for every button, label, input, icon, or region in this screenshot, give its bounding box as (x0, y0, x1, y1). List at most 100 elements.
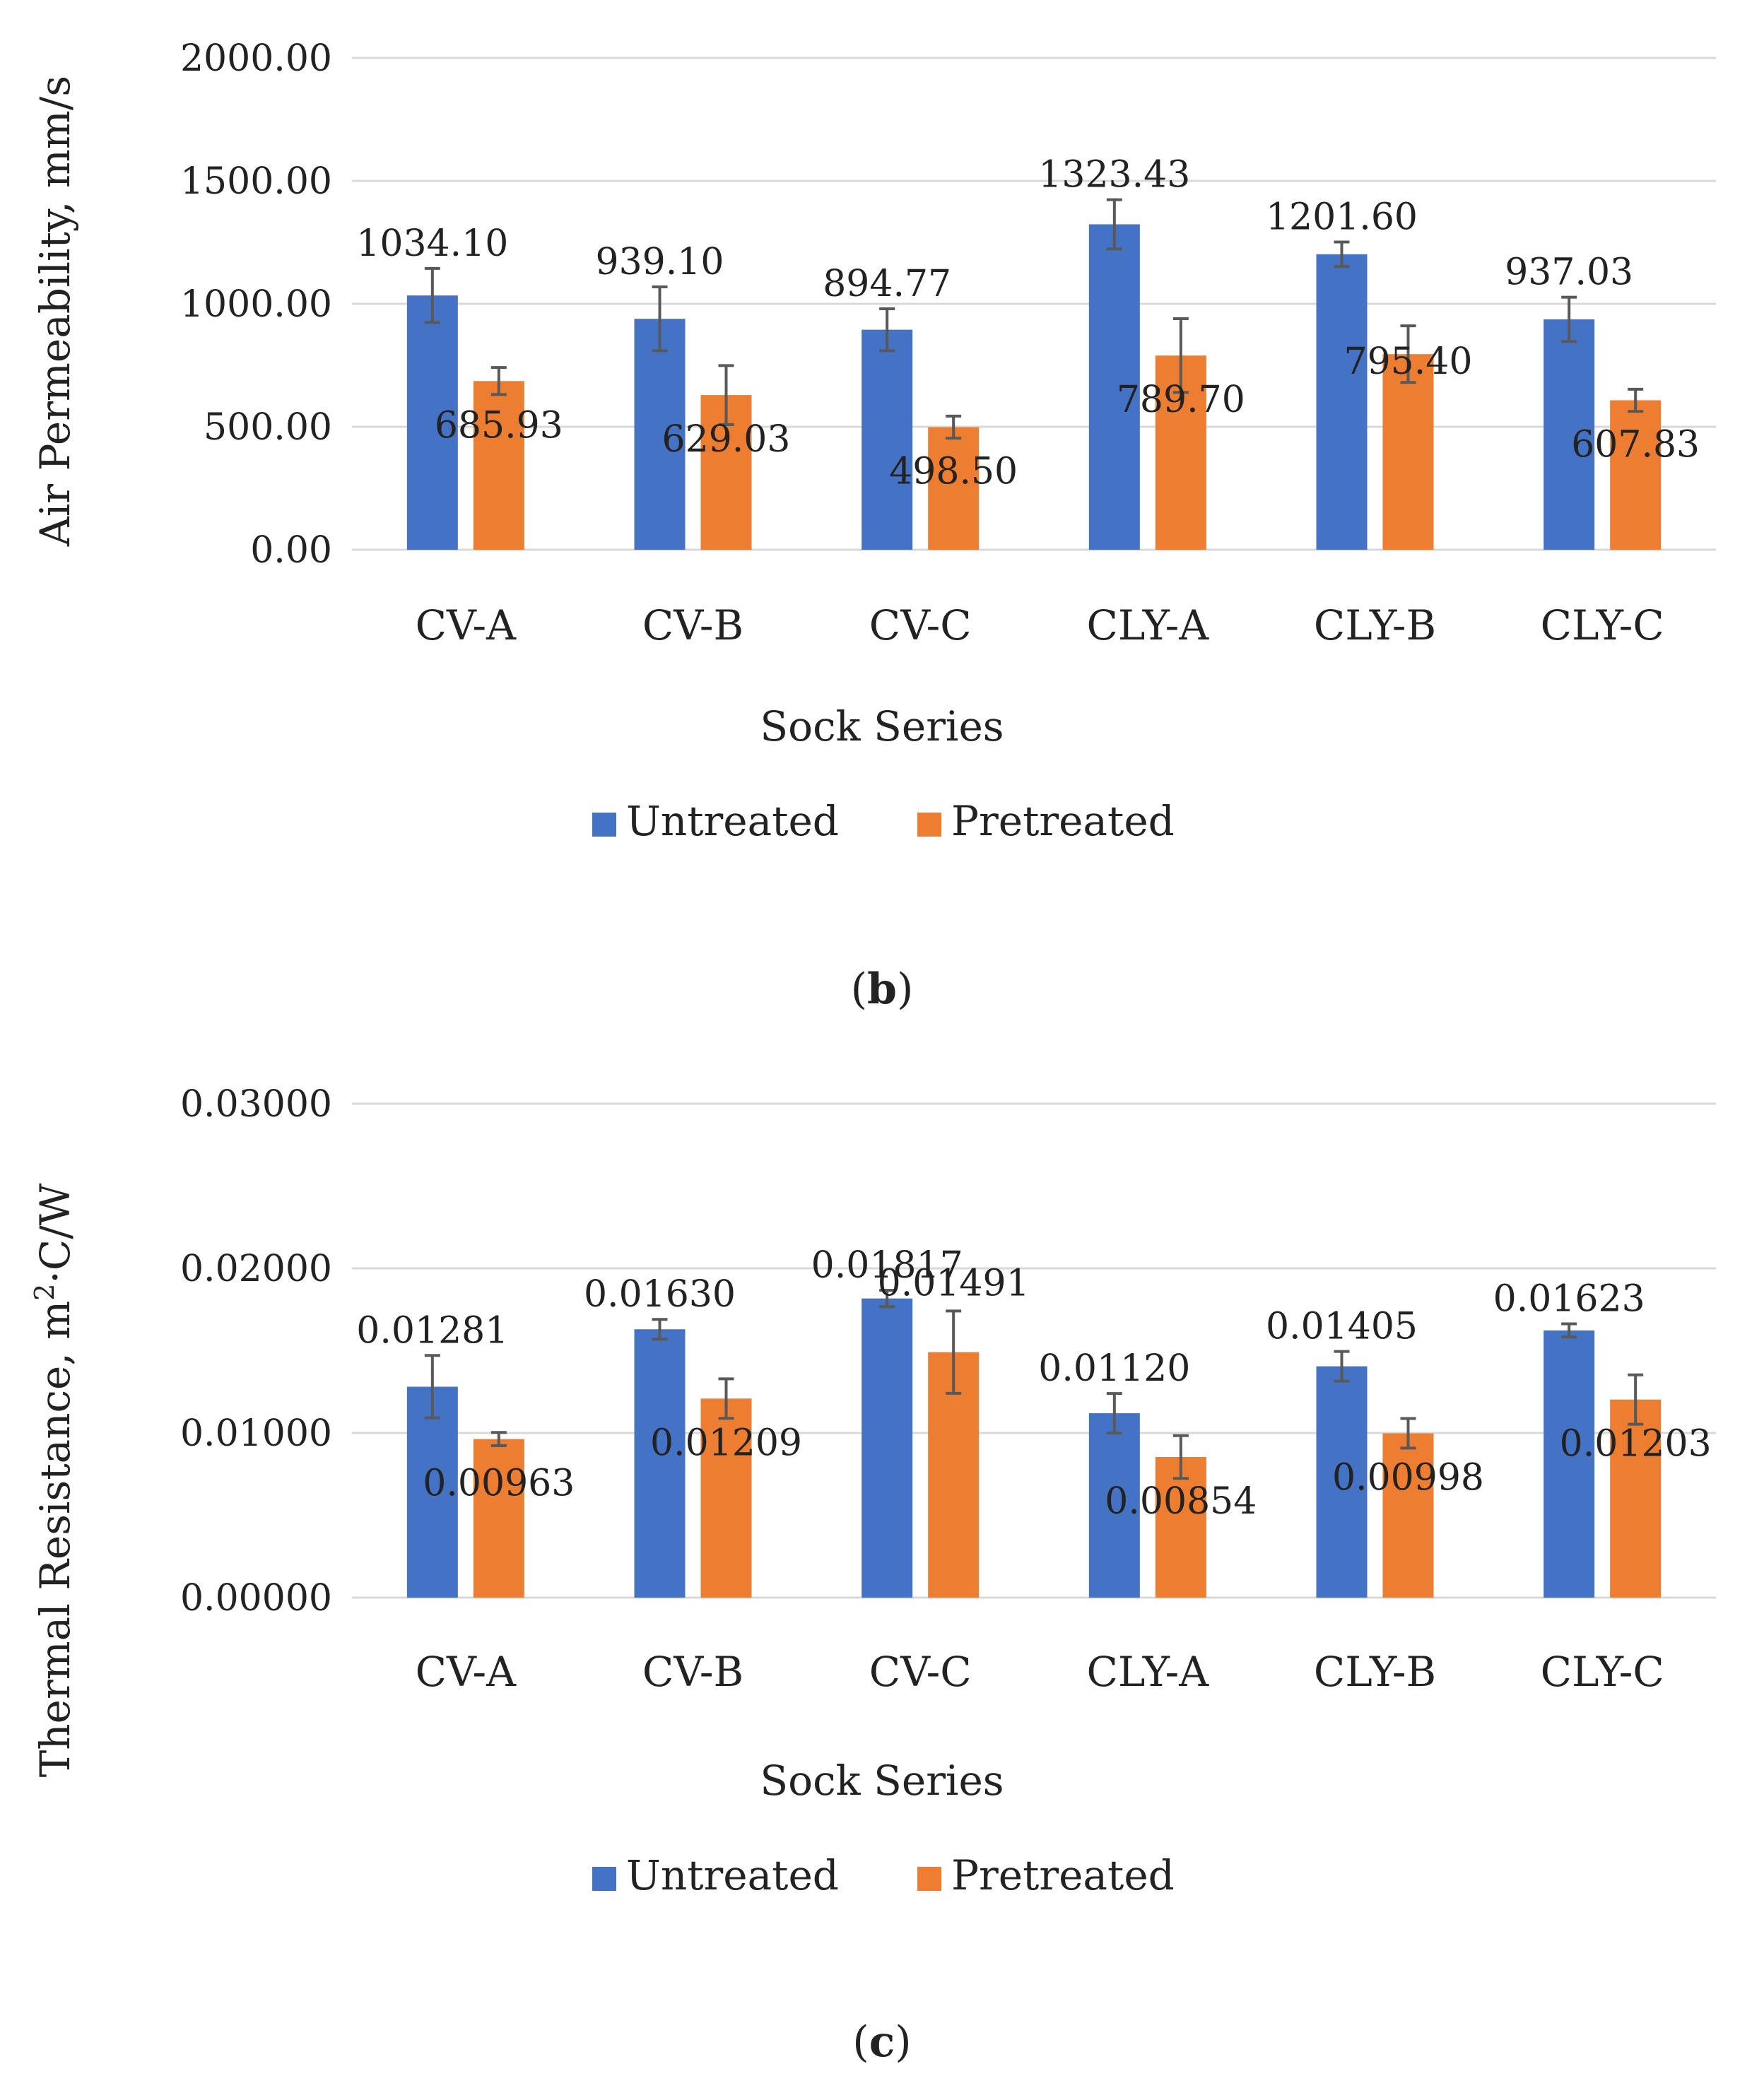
b-data-label-pretreated: 789.70 (1117, 379, 1245, 421)
c-gridlines (352, 1102, 1716, 1599)
b-y-tick-label: 1000.00 (180, 283, 332, 326)
c-legend: Untreated Pretreated (592, 1851, 1175, 1899)
c-legend-swatch-untreated (592, 1867, 616, 1891)
c-x-axis-title: Sock Series (760, 1757, 1004, 1805)
b-error-bar (652, 285, 668, 353)
c-data-label-untreated: 0.01623 (1493, 1278, 1645, 1321)
b-error-bar (424, 266, 440, 324)
b-data-label-pretreated: 498.50 (889, 451, 1018, 493)
c-y-axis-title: Thermal Resistance, m2·C/W (29, 1183, 79, 1777)
c-category-label: CLY-B (1314, 1648, 1436, 1696)
b-data-label-pretreated: 607.83 (1571, 423, 1700, 466)
b-data-labels: 1034.10 685.93 939.10 629.03 894.77 498.50 132… (356, 154, 1700, 493)
b-category-label: CV-C (869, 601, 972, 649)
b-y-tick-label: 500.00 (204, 406, 332, 449)
b-bar-untreated (406, 295, 458, 550)
b-y-tick-label: 0.00 (250, 529, 332, 572)
c-error-bar (424, 1354, 440, 1420)
c-legend-label-untreated: Untreated (626, 1851, 839, 1899)
c-error-bar (1400, 1417, 1416, 1450)
c-data-label-untreated: 0.01120 (1038, 1347, 1190, 1390)
b-data-label-untreated: 1034.10 (356, 223, 508, 265)
c-error-bar (946, 1309, 962, 1395)
c-bar-pretreated (1382, 1433, 1434, 1598)
b-legend: Untreated Pretreated (592, 797, 1175, 845)
c-data-label-pretreated: 0.00998 (1332, 1456, 1484, 1499)
c-error-bar (1106, 1392, 1122, 1434)
b-error-bar (718, 364, 734, 426)
b-gridlines (352, 57, 1716, 551)
b-data-label-untreated: 894.77 (823, 263, 951, 305)
c-data-label-pretreated: 0.00854 (1105, 1480, 1257, 1523)
c-bar-untreated (634, 1329, 686, 1598)
b-category-label: CLY-A (1087, 601, 1210, 649)
c-data-label-pretreated: 0.01209 (650, 1422, 802, 1464)
b-bar-pretreated (1610, 400, 1662, 550)
b-bars (406, 224, 1662, 550)
b-error-bar (879, 307, 895, 353)
c-error-bar (490, 1431, 507, 1447)
b-bar-pretreated (1382, 354, 1434, 550)
b-y-axis-title: Air Permeability, mm/s (31, 76, 79, 547)
c-y-axis-title-rest: ·C/W (31, 1183, 79, 1283)
c-error-bar (1172, 1434, 1189, 1480)
c-error-bar (879, 1288, 895, 1309)
b-y-tick-label: 1500.00 (180, 160, 332, 203)
b-x-axis-title: Sock Series (760, 702, 1004, 750)
b-error-bar (490, 366, 507, 396)
c-data-label-pretreated: 0.01203 (1560, 1423, 1712, 1465)
c-bar-untreated (1088, 1413, 1140, 1598)
c-bar-pretreated (1610, 1399, 1662, 1598)
b-data-label-pretreated: 629.03 (662, 418, 791, 461)
b-error-bar (1561, 295, 1577, 343)
c-category-label: CV-C (869, 1648, 972, 1696)
c-bar-untreated (406, 1386, 458, 1598)
b-error-bar (1106, 198, 1122, 251)
c-category-labels: CV-A CV-B CV-C CLY-A CLY-B CLY-C (416, 1648, 1664, 1696)
b-bar-pretreated (473, 381, 524, 550)
c-category-label: CLY-C (1541, 1648, 1664, 1696)
b-legend-label-untreated: Untreated (626, 797, 839, 845)
b-bar-untreated (634, 319, 686, 550)
b-error-bar (1628, 387, 1644, 413)
c-y-tick-label: 0.02000 (180, 1248, 332, 1290)
c-data-labels: 0.012810.009630.016300.012090.018170.014… (356, 1244, 1711, 1523)
c-error-bar (652, 1318, 668, 1341)
b-category-label: CV-A (416, 601, 517, 649)
b-error-bar (1172, 317, 1189, 394)
c-error-bar (1561, 1322, 1577, 1339)
c-bar-untreated (1316, 1366, 1368, 1598)
thermal-resistance-chart: 0.00000 0.01000 0.02000 0.03000 0.01281 0.00… (29, 1083, 1716, 2067)
b-data-label-untreated: 1201.60 (1266, 196, 1418, 238)
b-category-labels: CV-A CV-B CV-C CLY-A CLY-B CLY-C (416, 601, 1664, 649)
c-y-axis-title-sup: 2 (29, 1284, 60, 1301)
b-error-bars (424, 198, 1644, 440)
b-error-bar (1400, 324, 1416, 384)
c-error-bars (424, 1288, 1644, 1480)
c-legend-label-pretreated: Pretreated (951, 1851, 1175, 1899)
b-data-label-pretreated: 795.40 (1344, 341, 1473, 383)
c-bar-pretreated (1155, 1457, 1206, 1598)
c-legend-swatch-pretreated (917, 1867, 941, 1891)
c-category-label: CLY-A (1087, 1648, 1210, 1696)
b-bar-untreated (862, 329, 913, 550)
c-data-label-pretreated: 0.00963 (423, 1463, 575, 1505)
b-data-label-untreated: 937.03 (1505, 252, 1633, 294)
b-error-bar (946, 414, 962, 440)
b-bar-untreated (1316, 254, 1368, 550)
c-data-label-untreated: 0.01281 (356, 1309, 508, 1352)
c-bar-untreated (862, 1298, 913, 1598)
c-error-bar (1334, 1350, 1350, 1383)
b-data-label-untreated: 1323.43 (1038, 154, 1190, 196)
c-data-label-untreated: 0.01405 (1266, 1306, 1418, 1348)
c-bar-pretreated (473, 1439, 524, 1598)
c-y-tick-label: 0.01000 (180, 1412, 332, 1455)
c-error-bar (1628, 1373, 1644, 1426)
b-category-label: CLY-B (1314, 601, 1436, 649)
c-y-axis-title-main: Thermal Resistance, m (31, 1301, 79, 1778)
b-panel-letter: b (867, 965, 897, 1014)
b-legend-label-pretreated: Pretreated (951, 797, 1175, 845)
b-panel-label: (b) (851, 965, 914, 1014)
